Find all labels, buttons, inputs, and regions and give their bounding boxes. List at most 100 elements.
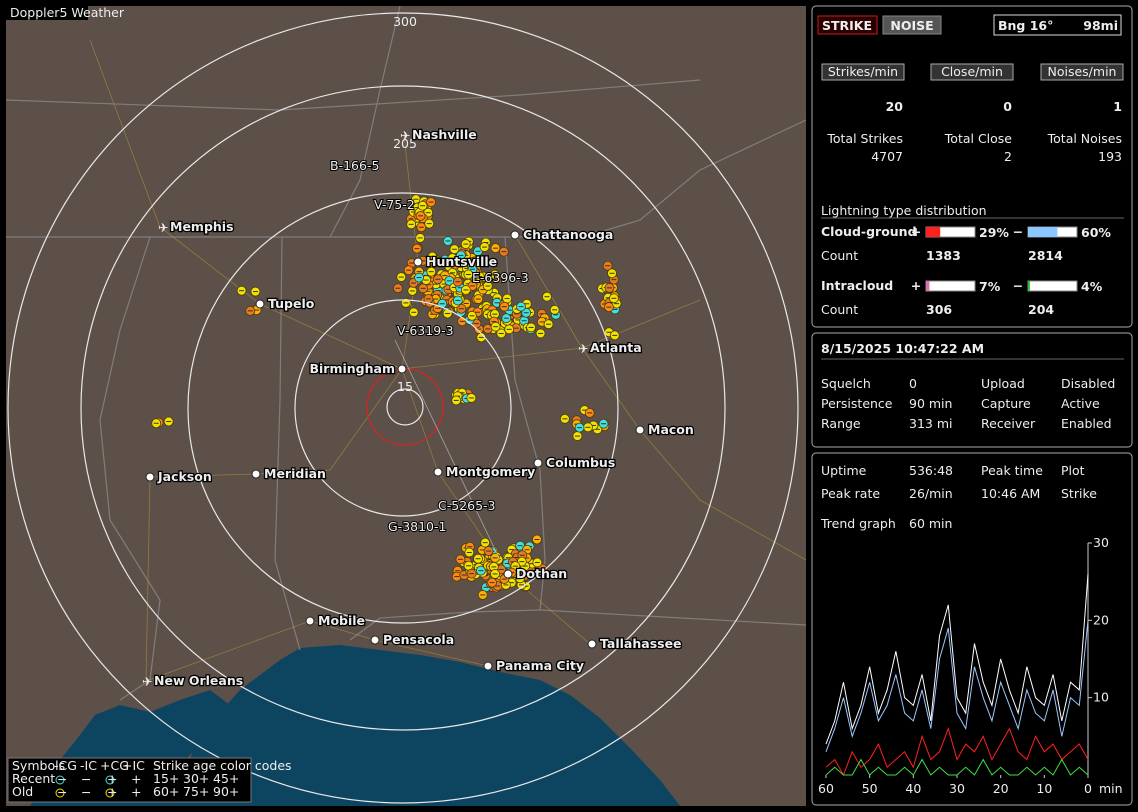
rate-button[interactable]: [1040, 63, 1124, 81]
stats-panel: [811, 452, 1133, 806]
x-tick-label: 20: [993, 781, 1009, 796]
stat: Plot: [1061, 463, 1085, 478]
percent-label: 4%: [1081, 279, 1103, 294]
trend-line: [825, 620, 1089, 752]
x-tick-label: 0: [1084, 781, 1092, 796]
trend-graph: [825, 542, 1092, 778]
rate-label: Noises/min: [1048, 64, 1117, 79]
city-label: Atlanta: [590, 340, 642, 355]
setting: Disabled: [1061, 376, 1115, 391]
legend-symbol: [105, 788, 115, 798]
state-borders: [6, 6, 806, 701]
rate-button[interactable]: [930, 63, 1014, 81]
track-label: V-6319-3: [397, 323, 454, 338]
legend-symbol: −: [57, 772, 67, 787]
bearing-box: [993, 14, 1122, 36]
total-value: 4707: [871, 149, 903, 164]
x-tick-label: 40: [905, 781, 921, 796]
age-code: 60+: [153, 784, 179, 799]
total-label: Total Strikes: [826, 131, 903, 146]
city-dot: [145, 472, 155, 482]
stat: Strike: [1061, 486, 1097, 501]
city-dot: [397, 364, 407, 374]
trend-line: [825, 727, 1089, 777]
track-label: G-3810-1: [388, 519, 446, 534]
setting: Active: [1061, 396, 1100, 411]
total-label: Total Noises: [1047, 131, 1122, 146]
stat: 60 min: [909, 516, 952, 531]
city-label: Jackson: [157, 469, 212, 484]
legend-symbol: −: [81, 772, 91, 787]
noise-indicator: [882, 15, 942, 35]
legend-symbol: −: [57, 785, 67, 800]
legend-label: Symbols: [12, 758, 65, 773]
city-label: Birmingham: [310, 361, 396, 376]
rate-label: Close/min: [941, 64, 1003, 79]
total-label: Total Close: [944, 131, 1013, 146]
ring-label: 205: [393, 136, 417, 151]
rate-value: 20: [886, 99, 904, 114]
airport-icon: ✈: [400, 128, 410, 143]
rate-button[interactable]: [821, 63, 905, 81]
x-unit: min: [1099, 781, 1123, 796]
city-label: Panama City: [496, 658, 584, 673]
legend-row: Old: [12, 784, 33, 799]
legend-symbol: +: [107, 772, 117, 787]
rate-value: 0: [1003, 99, 1012, 114]
percent-bar: [1028, 227, 1058, 237]
setting: Enabled: [1061, 416, 1112, 431]
stat: Peak rate: [821, 486, 880, 501]
strike-indicator: [817, 15, 878, 35]
track-label: V-75-2: [374, 197, 415, 212]
stat: 26/min: [909, 486, 953, 501]
city-label: Chattanooga: [523, 227, 613, 242]
legend-symbol: [55, 775, 65, 785]
legend-symbol: −: [81, 785, 91, 800]
city-label: Tupelo: [268, 296, 315, 311]
y-tick-label: 20: [1093, 612, 1109, 627]
city-label: Tallahassee: [600, 636, 682, 651]
stat: 10:46 AM: [981, 486, 1040, 501]
setting: Upload: [981, 376, 1025, 391]
counts-panel: [811, 5, 1133, 328]
airport-icon: ✈: [142, 674, 152, 689]
trend-line: [825, 573, 1089, 745]
city-dot: [510, 230, 520, 240]
setting: Range: [821, 416, 861, 431]
setting: Persistence: [821, 396, 893, 411]
age-code: 75+: [183, 784, 209, 799]
legend-type: +IC: [122, 758, 145, 773]
city-label: Montgomery: [446, 464, 535, 479]
y-tick-label: 30: [1093, 535, 1109, 550]
count-value: 1383: [926, 248, 961, 263]
percent-bar: [1028, 281, 1030, 291]
sign: +: [911, 224, 921, 239]
city-label: Memphis: [170, 219, 234, 234]
bearing: Bng 16°: [998, 18, 1053, 33]
city-label: Macon: [648, 422, 694, 437]
track-label: E-6396-3: [472, 270, 529, 285]
setting: 313 mi: [909, 416, 952, 431]
stat: Trend graph: [820, 516, 896, 531]
percent-track: [925, 280, 976, 292]
legend-type: -CG: [54, 758, 77, 773]
legend-symbol: +: [107, 785, 117, 800]
sign: −: [1013, 224, 1023, 239]
city-dot: [255, 299, 265, 309]
total-value: 193: [1098, 149, 1122, 164]
track-label: B-166-5: [330, 158, 379, 173]
city-dot: [305, 616, 315, 626]
rate-label: Strikes/min: [828, 64, 898, 79]
gulf: [170, 645, 680, 806]
city-dot: [503, 569, 513, 579]
group-label: Intracloud: [821, 278, 893, 293]
age-code: 45+: [213, 771, 239, 786]
distance: 98mi: [1083, 18, 1118, 33]
percent-bar: [926, 227, 941, 237]
rate-value: 1: [1113, 99, 1122, 114]
settings-panel: [811, 332, 1133, 448]
count-label: Count: [821, 248, 858, 263]
ring-label: 15: [397, 379, 413, 394]
x-tick-label: 30: [949, 781, 965, 796]
city-dot: [587, 639, 597, 649]
